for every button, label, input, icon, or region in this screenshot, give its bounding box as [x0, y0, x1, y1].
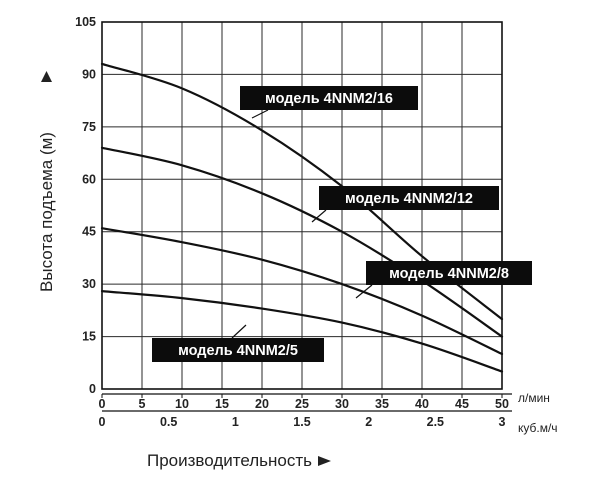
label-box	[319, 186, 499, 210]
x-unit-m3h: куб.м/ч	[518, 421, 558, 435]
y-tick-label: 90	[82, 67, 96, 81]
y-tick-labels: 0 15 30 45 60 75 90 105	[75, 15, 96, 396]
series-name: модель 4NNM2/16	[265, 91, 393, 107]
x-tick-label: 10	[175, 397, 189, 411]
y-tick-label: 30	[82, 277, 96, 291]
y-tick-label: 75	[82, 120, 96, 134]
label-4nnm2-12: модель 4NNM2/12	[311, 186, 499, 223]
label-4nnm2-8: модель 4NNM2/8	[355, 261, 532, 299]
label-box	[152, 338, 324, 362]
label-4nnm2-16: модель 4NNM2/16	[240, 86, 418, 119]
label-leader-line	[355, 284, 373, 299]
label-box	[240, 86, 418, 110]
x-unit-lmin: л/мин	[518, 391, 550, 405]
x-tick-label: 0	[99, 397, 106, 411]
y-axis-title-group: Высота подъема (м)	[37, 71, 56, 292]
series-name: модель 4NNM2/12	[345, 191, 473, 207]
y-tick-label: 45	[82, 225, 96, 239]
y-tick-label: 0	[89, 382, 96, 396]
x-axis-title: Производительность	[147, 451, 312, 470]
x-axis-title-group: Производительность	[147, 451, 331, 470]
plot-frame	[101, 21, 503, 390]
y-axis-title: Высота подъема (м)	[37, 132, 56, 292]
axes	[101, 21, 512, 412]
x-axis-arrow-icon	[318, 456, 331, 466]
x-tick-label: 20	[255, 397, 269, 411]
label-leader-line	[311, 209, 327, 223]
x-tick-label: 15	[215, 397, 229, 411]
x-secondary-tick-label: 3	[499, 415, 506, 429]
label-4nnm2-5: модель 4NNM2/5	[152, 324, 324, 362]
x-secondary-tick-label: 2.5	[427, 415, 444, 429]
x-tick-label: 50	[495, 397, 509, 411]
series-name: модель 4NNM2/5	[178, 343, 298, 359]
x-tick-label: 25	[295, 397, 309, 411]
series-name: модель 4NNM2/8	[389, 266, 509, 282]
label-leader-line	[231, 324, 247, 339]
label-box	[366, 261, 532, 285]
x-secondary-tick-label: 0	[99, 415, 106, 429]
x-tick-label: 35	[375, 397, 389, 411]
curve-4nnm2-12	[100, 146, 504, 338]
x-tick-label: 45	[455, 397, 469, 411]
x-tick-labels-lmin: 0 5 10 15 20 25 30 35 40 45 50	[99, 397, 509, 411]
x-tick-label: 40	[415, 397, 429, 411]
series-labels: модель 4NNM2/16 модель 4NNM2/12 модель 4NN…	[152, 86, 532, 362]
curve-4nnm2-5	[100, 290, 504, 373]
y-tick-label: 105	[75, 15, 96, 29]
x-secondary-tick-label: 2	[365, 415, 372, 429]
label-leader-line	[251, 109, 269, 119]
x-secondary-tick-label: 1.5	[293, 415, 310, 429]
x-secondary-tick-label: 1	[232, 415, 239, 429]
curve-4nnm2-8	[100, 227, 504, 356]
x-secondary-tick-label: 0.5	[160, 415, 177, 429]
y-axis-arrow-icon	[41, 71, 52, 82]
series-curves	[100, 62, 504, 373]
x-tick-label: 30	[335, 397, 349, 411]
y-tick-label: 60	[82, 172, 96, 186]
x-tick-labels-m3h: 0 0.5 1 1.5 2 2.5 3	[99, 415, 506, 429]
y-tick-label: 15	[82, 330, 96, 344]
x-tick-label: 5	[139, 397, 146, 411]
